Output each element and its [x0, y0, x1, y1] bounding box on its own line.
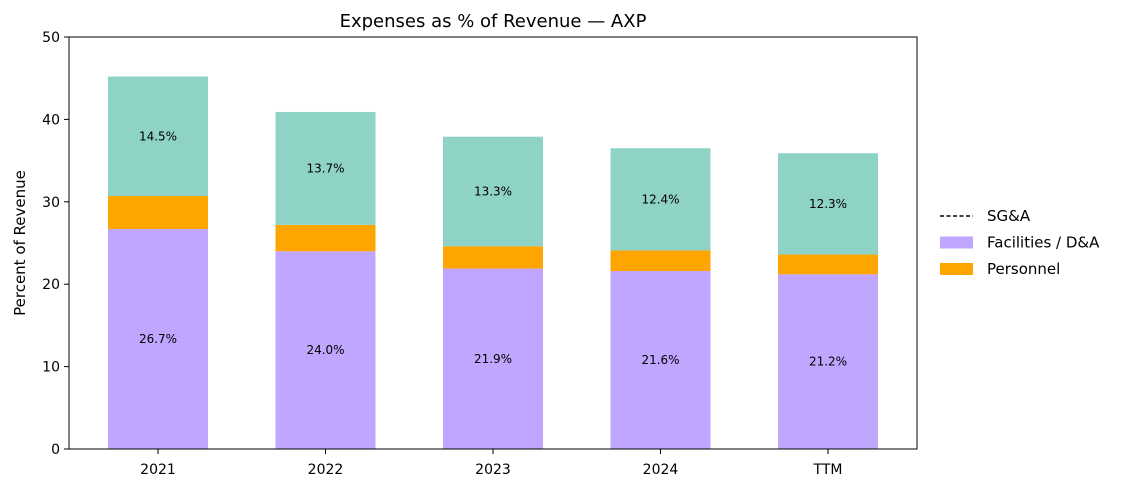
y-axis-title: Percent of Revenue [11, 170, 29, 316]
x-tick-label: 2024 [643, 462, 679, 478]
data-label: 26.7% [139, 332, 177, 346]
legend-label: Facilities / D&A [987, 234, 1100, 252]
y-tick-label: 20 [42, 277, 60, 293]
bar-segment-0-2 [443, 268, 543, 449]
bar-segment-0-0 [108, 228, 208, 449]
x-tick-label: TTM [813, 462, 843, 478]
bar-segment-1-4 [778, 254, 878, 275]
data-label: 13.7% [306, 161, 344, 175]
data-label: 12.4% [641, 192, 679, 206]
y-tick-label: 40 [42, 112, 60, 128]
x-tick-label: 2023 [475, 462, 511, 478]
data-label: 21.9% [474, 352, 512, 366]
bar-segment-2-0 [108, 76, 208, 197]
bar-segment-2-4 [778, 153, 878, 255]
bar-segment-2-2 [443, 136, 543, 247]
data-label: 21.2% [809, 355, 847, 369]
bars-layer: 26.7% 14.5% 24.0% 13.7% 21.9% 13.3% 21.6% 12.4%… [108, 76, 878, 449]
y-tick-label: 10 [42, 360, 60, 376]
plot-frame [68, 36, 918, 450]
y-axis: 0 10 20 30 40 50 [42, 30, 69, 458]
bar-segment-0-1 [275, 251, 376, 449]
data-label: 12.3% [809, 197, 847, 211]
bar-segment-2-1 [275, 111, 376, 225]
data-label: 21.6% [641, 353, 679, 367]
bar-segment-1-0 [108, 196, 208, 229]
legend-label: Personnel [987, 260, 1060, 278]
y-tick-label: 30 [42, 195, 60, 211]
legend: SG&A Facilities / D&A Personnel [940, 207, 1100, 278]
legend-label: SG&A [987, 207, 1031, 225]
data-label: 13.3% [474, 185, 512, 199]
data-label: 14.5% [139, 129, 177, 143]
x-axis: 2021 2022 2023 2024 TTM [140, 449, 842, 478]
y-tick-label: 0 [51, 442, 60, 458]
chart-title: Expenses as % of Revenue — AXP [340, 11, 647, 32]
bar-segment-0-3 [610, 271, 711, 449]
bar-segment-0-4 [778, 274, 878, 449]
bar-segment-1-2 [443, 246, 543, 269]
legend-swatch [940, 263, 973, 275]
data-label: 24.0% [306, 343, 344, 357]
bar-segment-1-1 [275, 224, 376, 252]
x-tick-label: 2022 [308, 462, 344, 478]
legend-swatch [940, 236, 973, 249]
x-tick-label: 2021 [140, 462, 176, 478]
y-tick-label: 50 [42, 30, 60, 46]
bar-segment-2-3 [610, 148, 711, 251]
bar-segment-1-3 [610, 250, 711, 272]
